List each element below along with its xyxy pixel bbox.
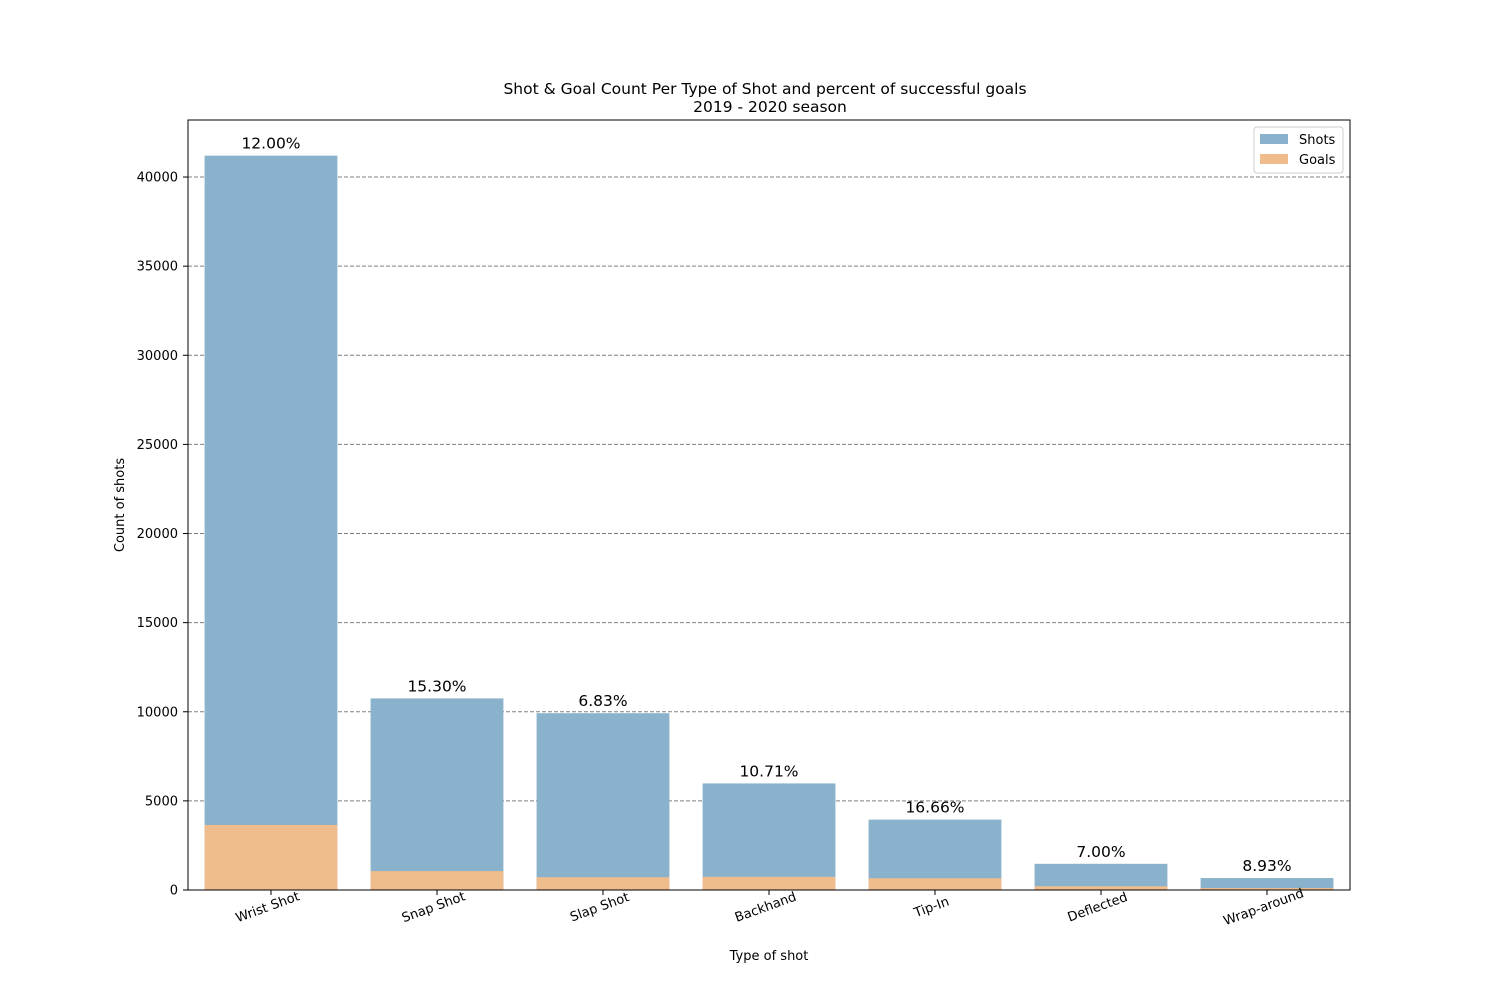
x-axis-label: Type of shot: [729, 949, 809, 964]
legend-swatch-shots: [1260, 134, 1288, 144]
bar-goals: [1034, 886, 1168, 890]
bar-goals: [536, 877, 670, 890]
y-tick-label: 35000: [137, 260, 178, 275]
bar-shots: [1034, 863, 1168, 890]
y-tick-label: 5000: [145, 794, 178, 809]
percent-label: 8.93%: [1242, 857, 1291, 875]
legend-swatch-goals: [1260, 154, 1288, 164]
bar-goals: [868, 878, 1002, 890]
chart-subtitle: 2019 - 2020 season: [693, 98, 847, 116]
bar-shots: [204, 155, 338, 891]
percent-label: 10.71%: [739, 762, 798, 780]
bar-shots: [370, 698, 504, 890]
x-tick-label: Wrap-around: [1222, 886, 1306, 929]
y-axis-ticks: 0 5000 10000 15000 20000 25000 30000 35000 40000: [137, 171, 188, 899]
legend: Shots Goals: [1253, 126, 1344, 174]
x-tick-label: Tip-In: [911, 894, 951, 921]
x-tick-label: Snap Shot: [400, 889, 468, 926]
x-tick-label: Wrist Shot: [234, 889, 302, 926]
y-tick-label: 0: [170, 884, 178, 899]
bar-goals: [702, 876, 836, 890]
chart-title: Shot & Goal Count Per Type of Shot and p…: [503, 80, 1026, 98]
bar-shots: [1200, 878, 1334, 890]
percent-label: 7.00%: [1076, 843, 1125, 861]
y-tick-label: 30000: [137, 349, 178, 364]
bars: [204, 155, 1334, 891]
y-tick-label: 15000: [137, 616, 178, 631]
percent-label: 6.83%: [578, 692, 627, 710]
legend-label-shots: Shots: [1299, 133, 1336, 148]
x-tick-label: Backhand: [733, 890, 799, 926]
x-tick-label: Deflected: [1066, 890, 1130, 926]
bar-goals: [1200, 888, 1334, 890]
y-tick-label: 40000: [137, 171, 178, 186]
percent-label: 12.00%: [241, 135, 300, 153]
bar-goals: [370, 871, 504, 890]
bar-goals: [204, 824, 338, 890]
y-tick-label: 10000: [137, 705, 178, 720]
y-tick-label: 25000: [137, 438, 178, 453]
grid-lines: [188, 176, 1350, 802]
x-tick-label: Slap Shot: [568, 890, 631, 925]
percent-label: 16.66%: [905, 799, 964, 817]
legend-label-goals: Goals: [1299, 153, 1336, 168]
percent-labels: 12.00% 15.30% 6.83% 10.71% 16.66% 7.00% 8.93%: [241, 135, 1291, 875]
y-axis-label: Count of shots: [113, 458, 128, 552]
bar-shots: [702, 783, 836, 890]
bar-shots: [536, 713, 670, 890]
x-axis-ticks: Wrist Shot Snap Shot Slap Shot Backhand Tip-…: [234, 886, 1306, 929]
percent-label: 15.30%: [407, 677, 466, 695]
y-tick-label: 20000: [137, 527, 178, 542]
